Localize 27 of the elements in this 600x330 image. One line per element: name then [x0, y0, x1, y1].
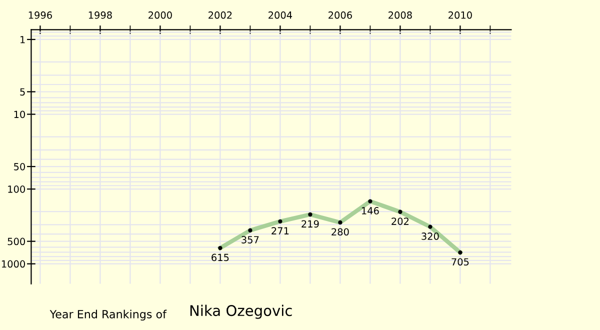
y-tick-label: 1 — [20, 36, 25, 44]
x-tick-label: 2008 — [388, 11, 412, 19]
data-label: 705 — [452, 258, 469, 266]
x-tick-label: 2000 — [148, 11, 172, 19]
data-label: 271 — [272, 227, 289, 234]
y-tick-label: 10 — [14, 110, 25, 118]
x-tick-label: 2010 — [448, 11, 472, 19]
data-label: 615 — [212, 254, 229, 262]
x-tick-label: 1998 — [88, 11, 112, 19]
x-tick-label: 2004 — [268, 11, 292, 19]
data-label: 280 — [332, 228, 349, 236]
y-tick-label: 100 — [8, 186, 25, 193]
y-tick-label: 1000 — [2, 260, 25, 268]
text: Nika Ozegovic — [190, 304, 292, 319]
x-tick-label: 2002 — [208, 11, 232, 19]
line-series — [218, 199, 462, 255]
text: Year End Rankings of — [50, 310, 167, 321]
data-label: 357 — [242, 236, 259, 244]
y-tick-label: 5 — [20, 88, 25, 96]
y-tick-label: 50 — [14, 163, 25, 170]
y-tick-label: 500 — [8, 238, 25, 246]
x-tick-label: 2006 — [328, 11, 352, 19]
data-label: 219 — [302, 220, 319, 228]
data-label: 320 — [422, 232, 439, 240]
data-label: 202 — [392, 218, 409, 225]
x-tick-label: 1996 — [28, 11, 52, 19]
data-label: 146 — [362, 207, 379, 214]
